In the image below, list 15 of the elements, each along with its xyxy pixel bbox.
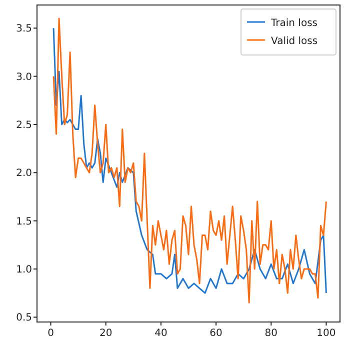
y-tick-label: 2.0 xyxy=(16,168,32,180)
x-tick-label: 0 xyxy=(48,328,54,339)
legend-label: Train loss xyxy=(270,18,318,29)
x-tick-label: 20 xyxy=(99,328,112,339)
y-tick-label: 1.5 xyxy=(16,216,32,228)
y-tick-label: 3.5 xyxy=(16,24,32,35)
y-tick-label: 0.5 xyxy=(16,312,32,324)
x-tick-label: 60 xyxy=(210,328,222,339)
x-tick-label: 100 xyxy=(316,328,336,339)
x-tick-label: 80 xyxy=(264,328,278,339)
y-tick-label: 1.0 xyxy=(16,264,32,276)
x-tick-label: 40 xyxy=(154,328,168,339)
y-tick-label: 2.5 xyxy=(16,120,32,131)
legend-label: Valid loss xyxy=(271,36,318,47)
y-tick-label: 3.0 xyxy=(16,72,32,83)
